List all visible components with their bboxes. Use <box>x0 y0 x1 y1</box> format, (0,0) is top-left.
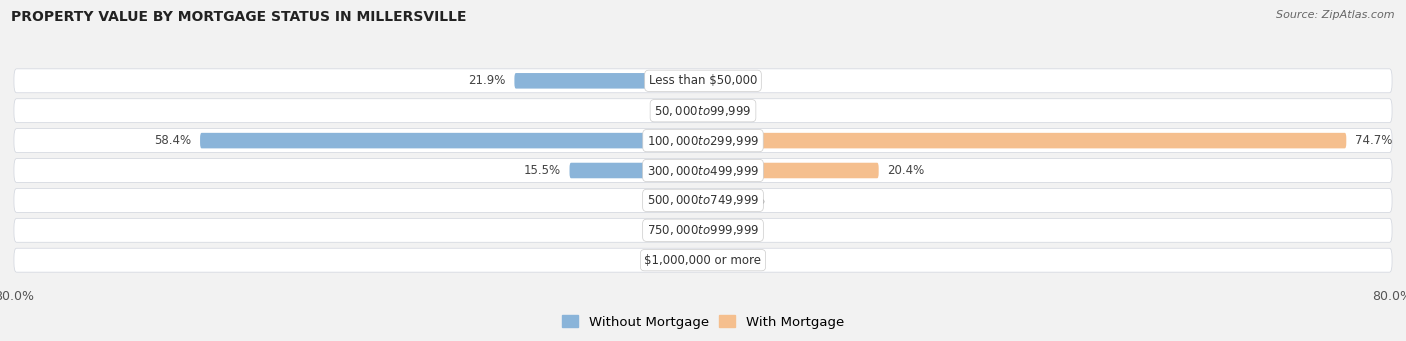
FancyBboxPatch shape <box>14 99 1392 123</box>
Text: 2.7%: 2.7% <box>735 194 765 207</box>
Text: 0.0%: 0.0% <box>711 74 741 87</box>
Text: 1.1%: 1.1% <box>721 104 751 117</box>
FancyBboxPatch shape <box>515 73 703 89</box>
Text: $300,000 to $499,999: $300,000 to $499,999 <box>647 163 759 178</box>
FancyBboxPatch shape <box>14 129 1392 152</box>
FancyBboxPatch shape <box>703 103 713 118</box>
Text: 0.0%: 0.0% <box>665 254 695 267</box>
Text: 58.4%: 58.4% <box>155 134 191 147</box>
FancyBboxPatch shape <box>14 218 1392 242</box>
FancyBboxPatch shape <box>703 133 1347 148</box>
FancyBboxPatch shape <box>681 223 703 238</box>
Text: 21.9%: 21.9% <box>468 74 506 87</box>
Text: Source: ZipAtlas.com: Source: ZipAtlas.com <box>1277 10 1395 20</box>
Text: Less than $50,000: Less than $50,000 <box>648 74 758 87</box>
FancyBboxPatch shape <box>14 248 1392 272</box>
FancyBboxPatch shape <box>703 223 713 238</box>
Text: $100,000 to $299,999: $100,000 to $299,999 <box>647 134 759 148</box>
Text: 15.5%: 15.5% <box>524 164 561 177</box>
FancyBboxPatch shape <box>703 163 879 178</box>
Text: 2.6%: 2.6% <box>643 224 672 237</box>
Text: 0.0%: 0.0% <box>711 254 741 267</box>
Text: PROPERTY VALUE BY MORTGAGE STATUS IN MILLERSVILLE: PROPERTY VALUE BY MORTGAGE STATUS IN MIL… <box>11 10 467 24</box>
Text: 20.4%: 20.4% <box>887 164 925 177</box>
Text: $1,000,000 or more: $1,000,000 or more <box>644 254 762 267</box>
Text: $50,000 to $99,999: $50,000 to $99,999 <box>654 104 752 118</box>
FancyBboxPatch shape <box>14 159 1392 182</box>
Text: 0.0%: 0.0% <box>665 194 695 207</box>
Text: 1.1%: 1.1% <box>721 224 751 237</box>
FancyBboxPatch shape <box>703 193 727 208</box>
FancyBboxPatch shape <box>689 103 703 118</box>
FancyBboxPatch shape <box>14 69 1392 93</box>
Text: 74.7%: 74.7% <box>1355 134 1392 147</box>
FancyBboxPatch shape <box>200 133 703 148</box>
Text: $500,000 to $749,999: $500,000 to $749,999 <box>647 193 759 207</box>
Text: $750,000 to $999,999: $750,000 to $999,999 <box>647 223 759 237</box>
FancyBboxPatch shape <box>14 189 1392 212</box>
Text: 1.6%: 1.6% <box>651 104 681 117</box>
Legend: Without Mortgage, With Mortgage: Without Mortgage, With Mortgage <box>557 310 849 334</box>
FancyBboxPatch shape <box>569 163 703 178</box>
